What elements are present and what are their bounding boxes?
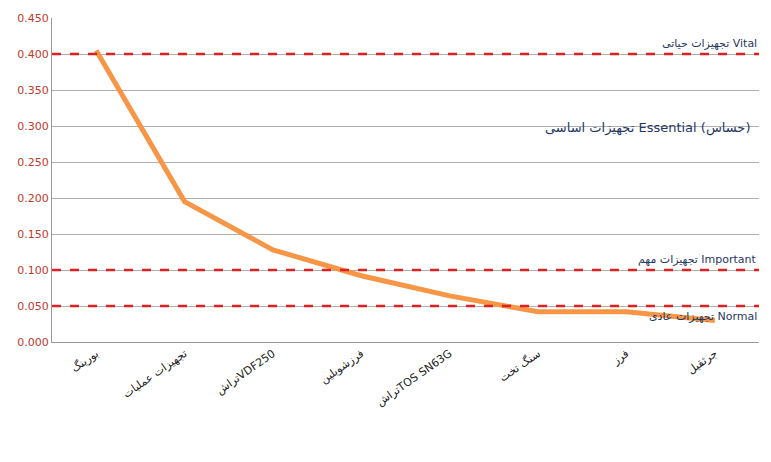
svg-text:0.350: 0.350 [17, 84, 49, 97]
svg-text:سنگ تخت: سنگ تخت [497, 347, 543, 385]
svg-text:تجهیزات مهم Important: تجهیزات مهم Important [638, 253, 757, 266]
svg-text:فرز: فرز [609, 347, 631, 368]
svg-text:0.100: 0.100 [17, 264, 49, 277]
svg-text:0.300: 0.300 [17, 120, 49, 133]
svg-text:0.400: 0.400 [17, 48, 49, 61]
svg-text:تراشVDF250: تراشVDF250 [214, 347, 278, 397]
svg-text:0.050: 0.050 [17, 300, 49, 313]
svg-text:0.450: 0.450 [17, 12, 49, 25]
svg-text:تجهیزات اساسی Essential (حساس): تجهیزات اساسی Essential (حساس) [545, 120, 750, 136]
svg-text:تجهیزات حیاتی Vital: تجهیزات حیاتی Vital [662, 37, 757, 50]
svg-text:0.250: 0.250 [17, 156, 49, 169]
svg-text:بورینگ: بورینگ [69, 347, 101, 375]
svg-text:فرزشوبلین: فرزشوبلین [318, 347, 366, 386]
svg-text:0.200: 0.200 [17, 192, 49, 205]
svg-text:جرثقیل: جرثقیل [685, 347, 720, 377]
svg-text:تجهیزات عملیات: تجهیزات عملیات [120, 347, 189, 401]
svg-text:0.000: 0.000 [17, 336, 49, 349]
svg-text:0.150: 0.150 [17, 228, 49, 241]
svg-text:تجهیزات عادی Normal: تجهیزات عادی Normal [649, 310, 757, 323]
svg-text:تراشTOS SN63G: تراشTOS SN63G [374, 347, 455, 409]
